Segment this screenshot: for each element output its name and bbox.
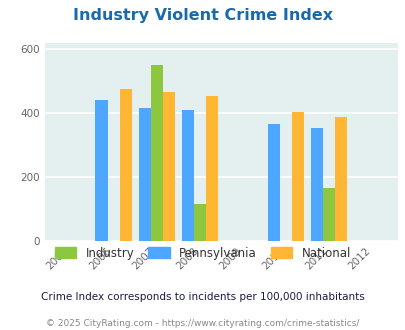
Bar bbox=[138, 108, 150, 241]
Bar bbox=[267, 124, 279, 241]
Bar bbox=[193, 204, 205, 241]
Text: Industry Violent Crime Index: Industry Violent Crime Index bbox=[73, 8, 332, 23]
Bar bbox=[162, 92, 174, 241]
Bar bbox=[334, 117, 346, 241]
Bar bbox=[310, 127, 322, 241]
Bar bbox=[322, 188, 334, 241]
Bar bbox=[291, 112, 303, 241]
Text: © 2025 CityRating.com - https://www.cityrating.com/crime-statistics/: © 2025 CityRating.com - https://www.city… bbox=[46, 319, 359, 328]
Bar bbox=[181, 110, 193, 241]
Legend: Industry, Pennsylvania, National: Industry, Pennsylvania, National bbox=[55, 247, 350, 260]
Bar bbox=[150, 65, 162, 241]
Bar bbox=[119, 89, 131, 241]
Bar bbox=[205, 96, 217, 241]
Text: Crime Index corresponds to incidents per 100,000 inhabitants: Crime Index corresponds to incidents per… bbox=[41, 292, 364, 302]
Bar bbox=[95, 100, 107, 241]
